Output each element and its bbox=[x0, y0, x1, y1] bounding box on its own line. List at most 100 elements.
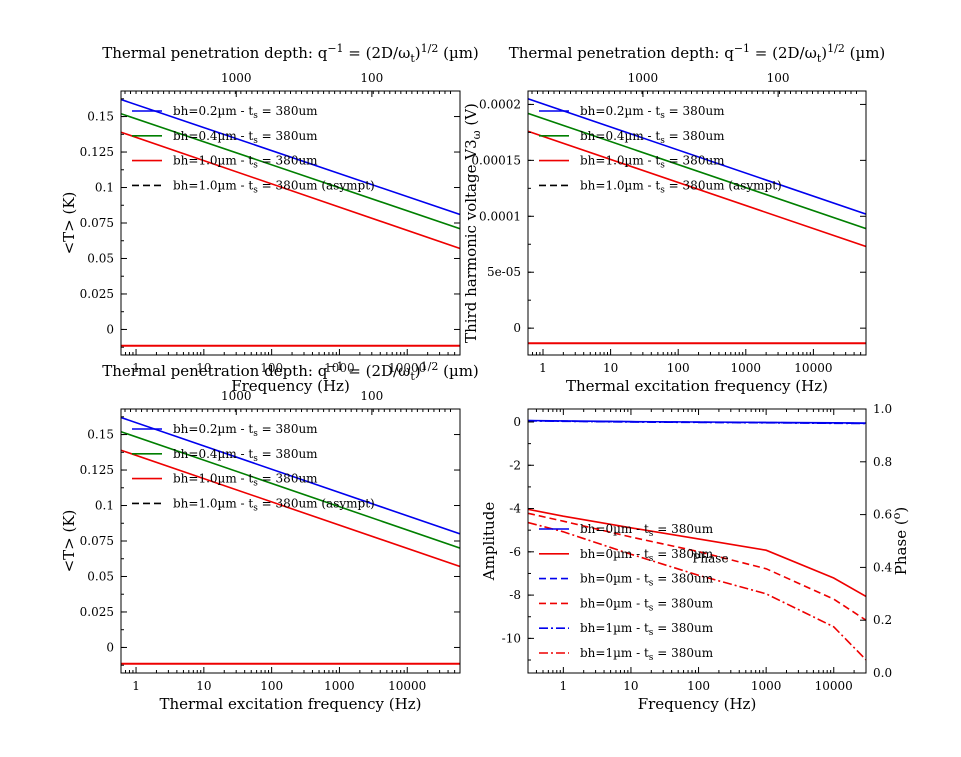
phase-annotation: Phase bbox=[692, 552, 728, 566]
chart-panel-2: 1 10 100 1000 10000 0 5e-05 0.0001 0.00015 0.0002… bbox=[462, 42, 885, 395]
x-tick-label: 100 bbox=[667, 361, 690, 375]
y-axis-label: Amplitude bbox=[480, 502, 498, 582]
plot-area bbox=[121, 416, 460, 665]
legend: bh=0.2µm - ts = 380um bh=0.4µm - ts = 380… bbox=[132, 422, 375, 513]
series-line-1 bbox=[121, 98, 460, 216]
legend: bh=0.2µm - ts = 380um bh=0.4µm - ts = 380… bbox=[539, 104, 782, 195]
chart-panel-4: 1 10 100 1000 10000 0 -2 -4 -6 -8 -10 0.0 0.2 0.4 0.6 0… bbox=[480, 402, 910, 713]
legend-entry-label: bh=1.0µm - ts = 380um (asympt) bbox=[173, 178, 375, 195]
x-tick-label: 100 bbox=[687, 679, 710, 693]
x-tick-label: 10000 bbox=[388, 679, 426, 693]
x-axis-label: Frequency (Hz) bbox=[231, 377, 350, 395]
y2-tick-label: 0.2 bbox=[873, 613, 892, 627]
legend-entry-label: bh=0µm - ts = 380um bbox=[580, 572, 714, 589]
y-tick-label: 0.075 bbox=[80, 534, 114, 548]
y-tick-label: 5e-05 bbox=[487, 265, 521, 279]
plot-area bbox=[528, 98, 866, 345]
y-tick-label: 0 bbox=[513, 415, 521, 429]
y-tick-label: 0.1 bbox=[95, 499, 114, 513]
chart-title: Thermal penetration depth: q−1 = (2D/ωt)… bbox=[102, 360, 479, 383]
legend-entry-label: bh=1.0µm - ts = 380um bbox=[173, 472, 318, 489]
x-tick-label: 100 bbox=[260, 361, 283, 375]
x-tick-label: 1000 bbox=[731, 361, 762, 375]
y-tick-label: 0.15 bbox=[87, 428, 114, 442]
top-tick-label: 100 bbox=[360, 71, 383, 85]
series-line-3 bbox=[528, 130, 866, 248]
y-tick-label: 0.05 bbox=[87, 569, 114, 583]
legend-entry-label: bh=0.4µm - ts = 380um bbox=[580, 129, 725, 146]
y-tick-label: 0 bbox=[513, 321, 521, 335]
x-tick-label: 1 bbox=[539, 361, 547, 375]
x-tick-label: 1000 bbox=[751, 679, 782, 693]
top-tick-label: 1000 bbox=[221, 71, 252, 85]
legend-entry-label: bh=1.0µm - ts = 380um bbox=[173, 154, 318, 171]
legend: bh=0µm - ts = 380um bh=0µm - ts = 380um bh… bbox=[539, 522, 714, 663]
y2-tick-label: 1.0 bbox=[873, 402, 892, 416]
chart-title: Thermal penetration depth: q−1 = (2D/ωt)… bbox=[509, 42, 886, 65]
plot-area bbox=[528, 419, 866, 661]
x-tick-label: 10 bbox=[603, 361, 618, 375]
y-tick-label: 0.075 bbox=[80, 216, 114, 230]
x-tick-label: 10 bbox=[623, 679, 638, 693]
series-line-1 bbox=[121, 416, 460, 535]
x-tick-label: 10 bbox=[196, 361, 211, 375]
top-tick-label: 1000 bbox=[628, 71, 659, 85]
legend-entry-label: bh=0.2µm - ts = 380um bbox=[173, 104, 318, 121]
y2-tick-label: 0.8 bbox=[873, 455, 892, 469]
y-axis-label: Third harmonic voltage V3ω (V) bbox=[462, 103, 483, 343]
top-tick-label: 100 bbox=[360, 389, 383, 403]
y-tick-label: -4 bbox=[509, 502, 521, 516]
plot-frame bbox=[527, 408, 867, 674]
series-line-2 bbox=[121, 112, 460, 230]
y-tick-label: 0.05 bbox=[87, 251, 114, 265]
legend-entry-label: bh=1.0µm - ts = 380um bbox=[580, 154, 725, 171]
y-tick-label: 0.00015 bbox=[471, 153, 521, 167]
series-line-3 bbox=[121, 131, 460, 250]
y-tick-label: 0 bbox=[106, 322, 114, 336]
series-line-1 bbox=[528, 98, 866, 215]
series-line-2 bbox=[528, 112, 866, 230]
x-tick-label: 1 bbox=[132, 361, 140, 375]
y2-tick-label: 0.0 bbox=[873, 666, 892, 680]
y2-tick-label: 0.6 bbox=[873, 508, 892, 522]
chart-title: Thermal penetration depth: q−1 = (2D/ωt)… bbox=[102, 42, 479, 65]
legend-entry-label: bh=0.2µm - ts = 380um bbox=[580, 104, 725, 121]
series-line-5 bbox=[528, 420, 866, 425]
series-line-3 bbox=[121, 449, 460, 568]
y2-tick-label: 0.4 bbox=[873, 560, 892, 574]
y-tick-label: -8 bbox=[509, 588, 521, 602]
y-tick-label: -10 bbox=[502, 631, 521, 645]
x-tick-label: 1 bbox=[132, 679, 140, 693]
y-tick-label: 0.125 bbox=[80, 145, 114, 159]
x-tick-label: 10000 bbox=[815, 679, 853, 693]
x-tick-label: 1000 bbox=[324, 361, 355, 375]
y-tick-label: 0.1 bbox=[95, 181, 114, 195]
series-line-4 bbox=[528, 512, 866, 621]
y-tick-label: -6 bbox=[509, 545, 521, 559]
x-axis-label: Thermal excitation frequency (Hz) bbox=[160, 695, 422, 713]
y2-axis-label: Phase (o) bbox=[890, 507, 910, 575]
y-tick-label: 0.0001 bbox=[479, 209, 521, 223]
legend-entry-label: bh=1.0µm - ts = 380um (asympt) bbox=[580, 178, 782, 195]
legend: bh=0.2µm - ts = 380um bh=0.4µm - ts = 380… bbox=[132, 104, 375, 195]
y-tick-label: 0.0002 bbox=[479, 97, 521, 111]
chart-panel-1: 1 10 100 1000 10000 0 0.025 0.05 0.075 0.1 0.125 0.… bbox=[60, 42, 479, 395]
y-tick-label: 0.125 bbox=[80, 463, 114, 477]
series-line-2 bbox=[528, 508, 866, 598]
series-line-2 bbox=[121, 430, 460, 549]
top-tick-label: 100 bbox=[767, 71, 790, 85]
x-tick-label: 10 bbox=[196, 679, 211, 693]
x-tick-label: 1 bbox=[560, 679, 568, 693]
plot-area bbox=[121, 98, 460, 347]
legend-entry-label: bh=1.0µm - ts = 380um (asympt) bbox=[173, 496, 375, 513]
y-tick-label: 0.025 bbox=[80, 605, 114, 619]
y-tick-label: 0.15 bbox=[87, 110, 114, 124]
top-tick-label: 1000 bbox=[221, 389, 252, 403]
x-tick-label: 100 bbox=[260, 679, 283, 693]
legend-entry-label: bh=1µm - ts = 380um bbox=[580, 621, 714, 638]
x-tick-label: 10000 bbox=[794, 361, 832, 375]
legend-entry-label: bh=0.4µm - ts = 380um bbox=[173, 129, 318, 146]
legend-entry-label: bh=0µm - ts = 380um bbox=[580, 547, 714, 564]
y-tick-label: 0.025 bbox=[80, 287, 114, 301]
